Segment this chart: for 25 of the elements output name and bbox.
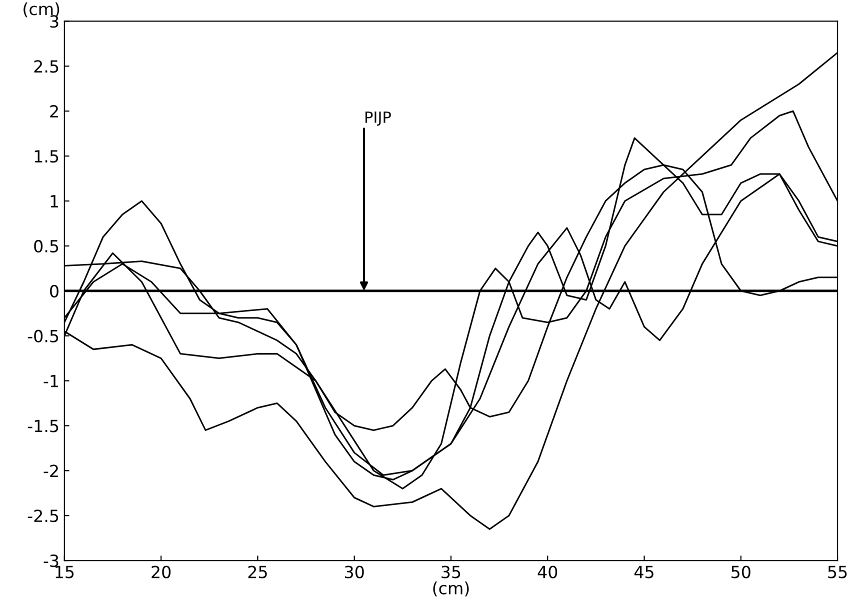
- y-tick-label: 0: [50, 284, 58, 298]
- y-tick-label: 1.5: [34, 150, 58, 163]
- x-tick-label: 30: [345, 566, 364, 578]
- y-tick-label: 2: [50, 105, 58, 118]
- y-tick-label: 2.5: [34, 60, 58, 73]
- y-tick-label: -2.5: [28, 510, 58, 522]
- x-tick-label: 35: [442, 566, 460, 578]
- x-tick-label: 20: [152, 566, 171, 578]
- y-tick-label: 1: [50, 195, 58, 208]
- y-tick-label: 0.5: [34, 240, 58, 253]
- x-tick-label: 50: [732, 566, 750, 578]
- x-tick-label: 55: [828, 566, 847, 578]
- x-tick-label: 25: [248, 566, 267, 578]
- y-tick-label: -2: [44, 464, 58, 477]
- y-axis-title: (cm): [24, 2, 60, 18]
- y-tick-label: 3: [50, 15, 58, 28]
- annotation: PIJP: [366, 112, 391, 126]
- y-tick-label: -1.5: [28, 420, 58, 432]
- x-tick-label: 40: [538, 566, 558, 578]
- y-tick-label: -3: [44, 554, 58, 568]
- x-axis-title: (cm): [433, 582, 469, 596]
- y-tick-label: -1: [44, 374, 58, 388]
- x-tick-label: 15: [56, 566, 74, 578]
- x-tick-label: 45: [634, 566, 654, 578]
- y-tick-label: -0.5: [28, 330, 58, 342]
